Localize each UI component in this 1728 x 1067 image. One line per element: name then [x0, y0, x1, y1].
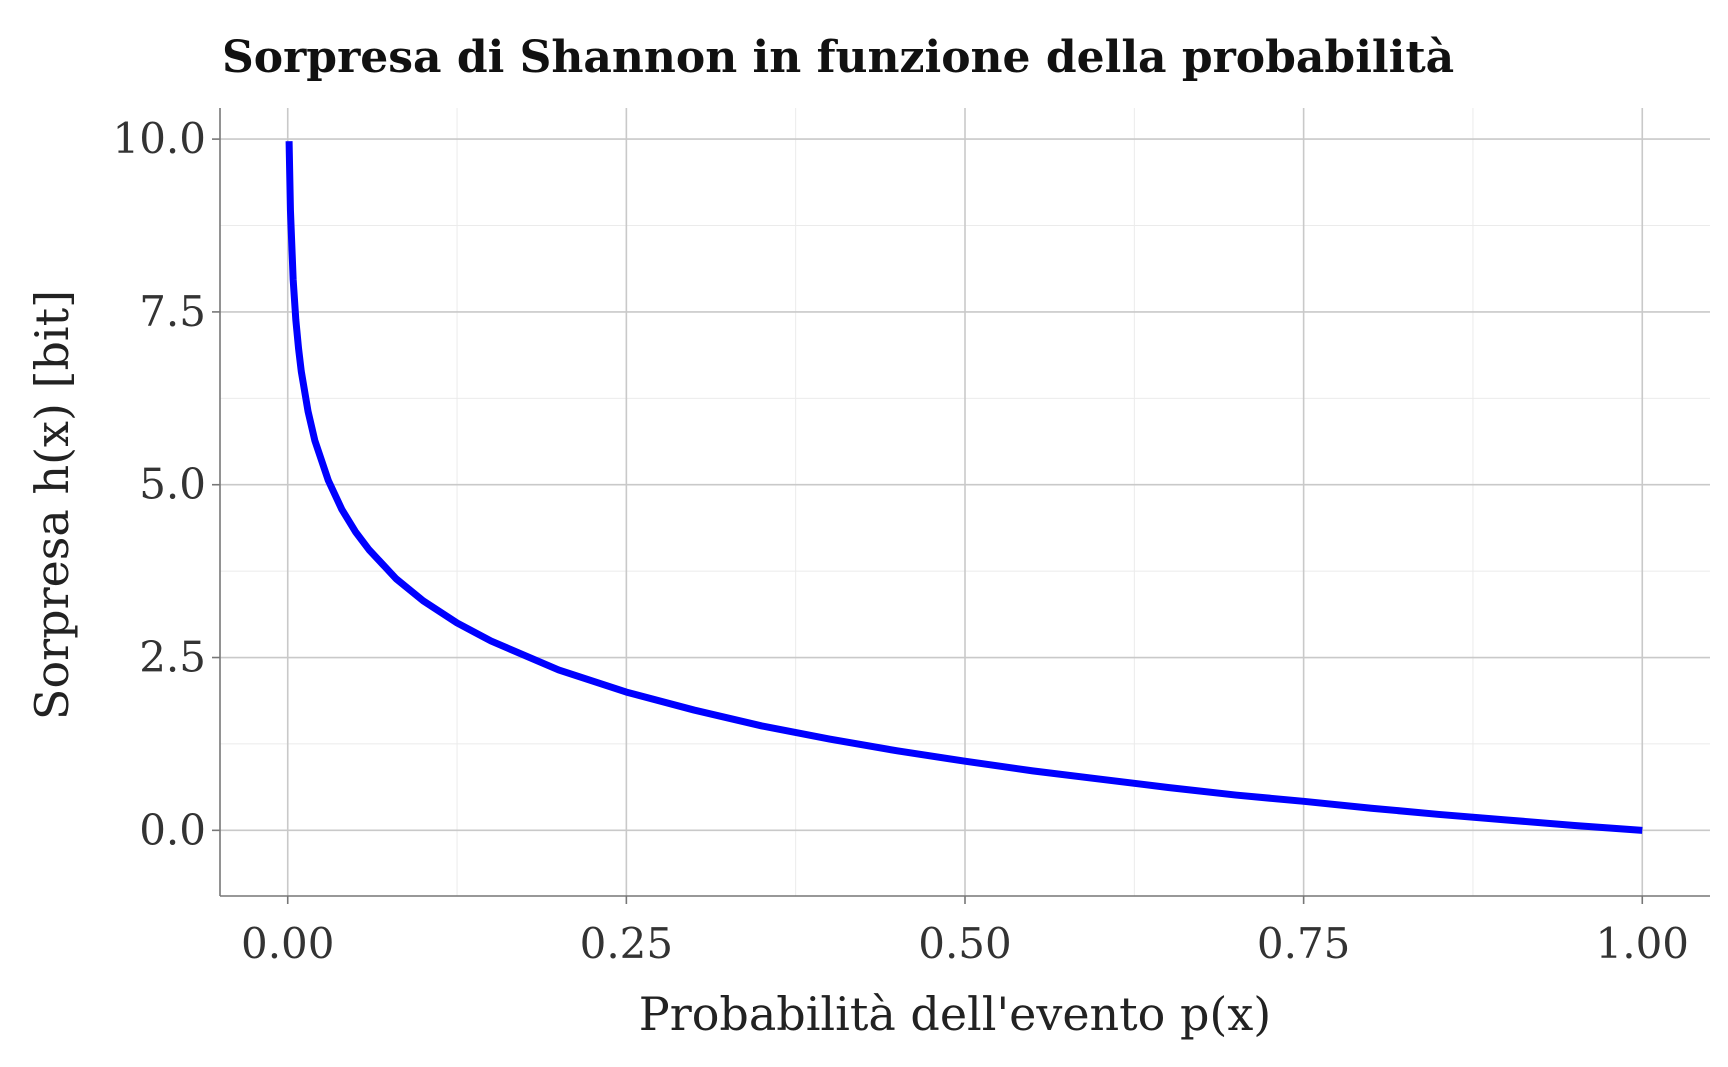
x-tick-label: 0.50 — [918, 919, 1012, 968]
y-tick-label: 10.0 — [112, 114, 206, 163]
y-axis-label: Sorpresa h(x) [bit] — [25, 290, 79, 720]
series-layer — [285, 141, 1643, 834]
grid — [220, 108, 1710, 896]
x-axis-label: Probabilità dell'evento p(x) — [639, 987, 1272, 1041]
y-tick-label: 5.0 — [139, 460, 206, 509]
chart-title: Sorpresa di Shannon in funzione della pr… — [222, 32, 1454, 83]
series-line — [285, 141, 1643, 834]
y-tick-label: 7.5 — [139, 287, 206, 336]
y-tick-label: 0.0 — [139, 805, 206, 854]
x-tick-label: 0.25 — [580, 919, 674, 968]
axes — [212, 108, 1710, 904]
y-tick-label: 2.5 — [139, 633, 206, 682]
x-tick-label: 0.00 — [241, 919, 335, 968]
x-tick-label: 1.00 — [1596, 919, 1690, 968]
x-tick-label: 0.75 — [1257, 919, 1351, 968]
tick-labels: 0.00 0.25 0.50 0.75 1.00 0.0 2.5 5.0 7.5 10.0 — [112, 114, 1689, 968]
